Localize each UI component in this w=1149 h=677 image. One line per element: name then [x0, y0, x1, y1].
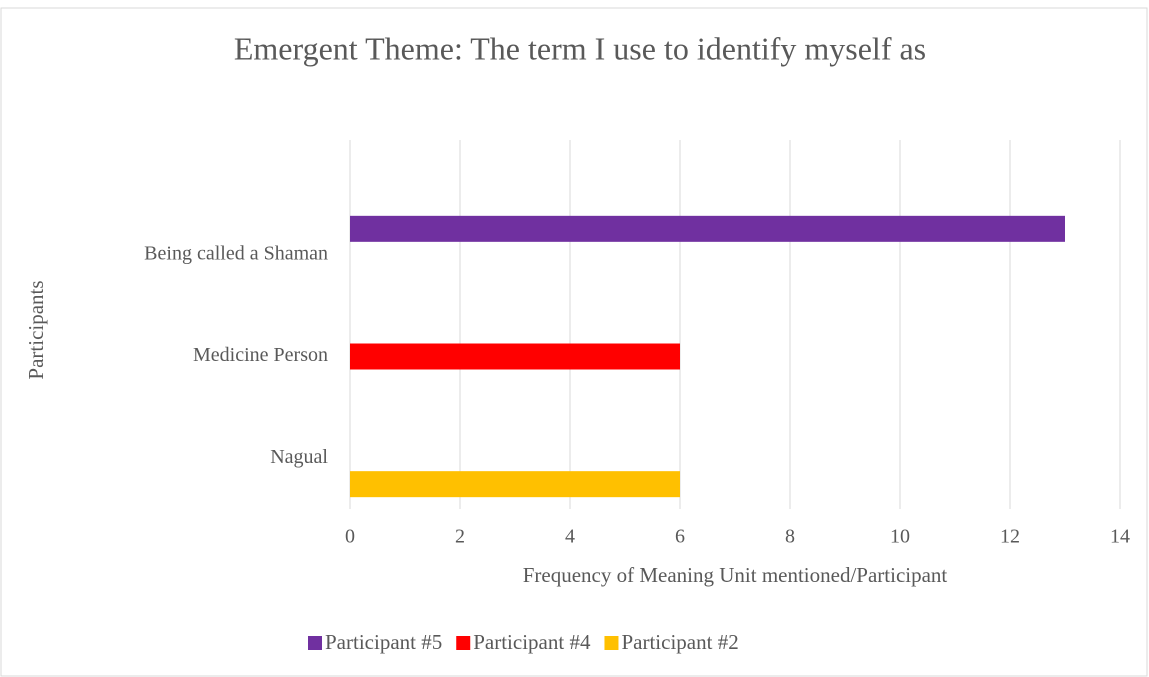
- legend-swatch: [456, 636, 471, 650]
- chart-frame: [0, 7, 1148, 677]
- x-tick-label: 0: [345, 526, 355, 548]
- legend-swatch: [604, 636, 619, 650]
- y-tick-label: Nagual: [270, 446, 328, 468]
- legend-label: Participant #4: [473, 630, 591, 654]
- x-tick-label: 6: [675, 526, 685, 548]
- bar: [350, 215, 1065, 242]
- y-tick-label: Medicine Person: [193, 344, 328, 366]
- x-tick-label: 14: [1110, 526, 1130, 548]
- y-axis-title: Participants: [24, 280, 48, 379]
- x-tick-label: 12: [1000, 526, 1020, 548]
- chart-title: Emergent Theme: The term I use to identi…: [234, 30, 926, 66]
- legend-swatch: [308, 636, 322, 650]
- y-tick-label: Being called a Shaman: [144, 242, 328, 264]
- x-tick-label: 2: [455, 526, 465, 548]
- x-tick-label: 8: [785, 526, 795, 548]
- x-tick-label: 4: [565, 526, 575, 548]
- x-axis-title: Frequency of Meaning Unit mentioned/Part…: [523, 563, 948, 587]
- legend-label: Participant #2: [621, 630, 738, 654]
- legend-label: Participant #5: [325, 630, 442, 654]
- x-tick-label: 10: [890, 526, 910, 548]
- bar: [350, 471, 680, 498]
- bar: [350, 343, 680, 370]
